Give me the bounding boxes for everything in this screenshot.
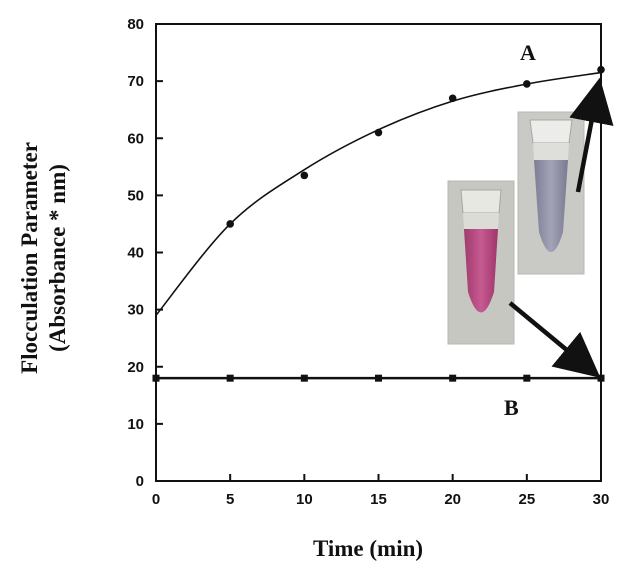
- x-tick-label: 5: [226, 491, 234, 508]
- blue-tube-cap: [529, 119, 573, 144]
- y-tick-label: 40: [127, 245, 144, 262]
- series-a-point: [597, 65, 605, 74]
- series-b-point: [597, 374, 605, 382]
- series-a-point: [300, 171, 309, 180]
- series-b-point: [523, 374, 531, 382]
- x-tick-label: 15: [370, 491, 387, 508]
- x-tick-label: 25: [518, 491, 535, 508]
- y-tick-label: 0: [136, 473, 144, 490]
- x-axis-ticks: 0 5 10 15 20 25 30: [152, 474, 610, 508]
- y-tick-label: 30: [127, 302, 144, 319]
- pink-tube-photo: [447, 180, 515, 345]
- x-axis-title: Time (min): [313, 536, 423, 561]
- x-tick-label: 30: [593, 491, 610, 508]
- y-axis-title-line1: Flocculation Parameter: [17, 142, 42, 374]
- y-tick-label: 60: [127, 130, 144, 147]
- series-a-point: [226, 220, 234, 228]
- x-tick-label: 10: [296, 491, 313, 508]
- y-axis-title-line2: (Absorbance * nm): [45, 164, 70, 352]
- series-label-a: A: [520, 40, 536, 65]
- y-axis-ticks: 0 10 20 30 40 50 60 70 80: [127, 16, 163, 490]
- y-tick-label: 20: [127, 359, 144, 376]
- blue-tube-liquid: [534, 160, 568, 252]
- y-tick-label: 80: [127, 16, 144, 33]
- series-a-point: [374, 128, 383, 137]
- pink-tube-liquid: [464, 229, 498, 313]
- arrow-to-curve-b: [508, 301, 601, 378]
- series-label-b: B: [504, 395, 519, 420]
- x-tick-label: 0: [152, 491, 160, 508]
- series-b-point: [226, 374, 234, 382]
- arrow-to-curve-a: [569, 77, 614, 193]
- pink-tube-cap: [460, 189, 502, 214]
- series-a-point: [448, 94, 457, 103]
- series-a-point: [523, 80, 531, 88]
- gray-blue-tube-photo: [517, 111, 585, 275]
- x-tick-label: 20: [444, 491, 461, 508]
- series-b-point: [152, 374, 160, 382]
- y-tick-label: 70: [127, 73, 144, 90]
- series-layer: [152, 65, 605, 382]
- series-b-point: [449, 374, 457, 382]
- series-b-point: [375, 374, 382, 382]
- y-tick-label: 50: [127, 187, 144, 204]
- series-b-point: [300, 374, 308, 382]
- y-tick-label: 10: [127, 416, 144, 433]
